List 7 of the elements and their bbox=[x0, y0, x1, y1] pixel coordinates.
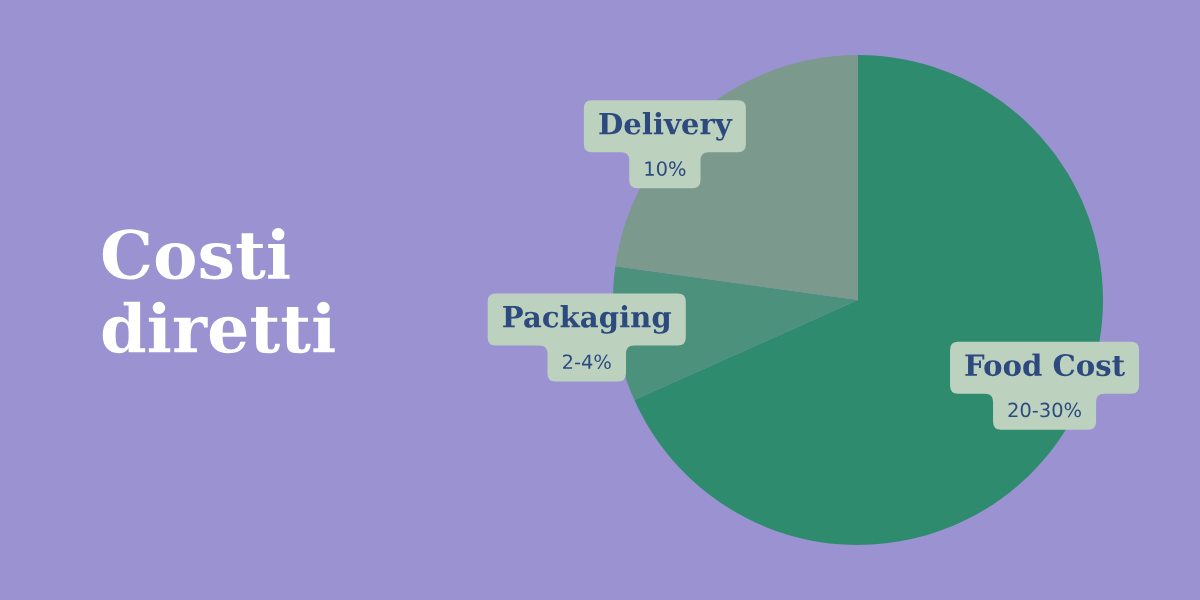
slice-label: Delivery bbox=[599, 112, 733, 141]
text: 10% bbox=[645, 161, 686, 176]
text: 2-4% bbox=[563, 354, 611, 370]
slice-label: Packaging bbox=[503, 305, 672, 334]
text: 20-30% bbox=[1008, 402, 1081, 418]
text: Costi diretti bbox=[102, 228, 335, 354]
slice-label: Food Cost bbox=[965, 353, 1125, 377]
